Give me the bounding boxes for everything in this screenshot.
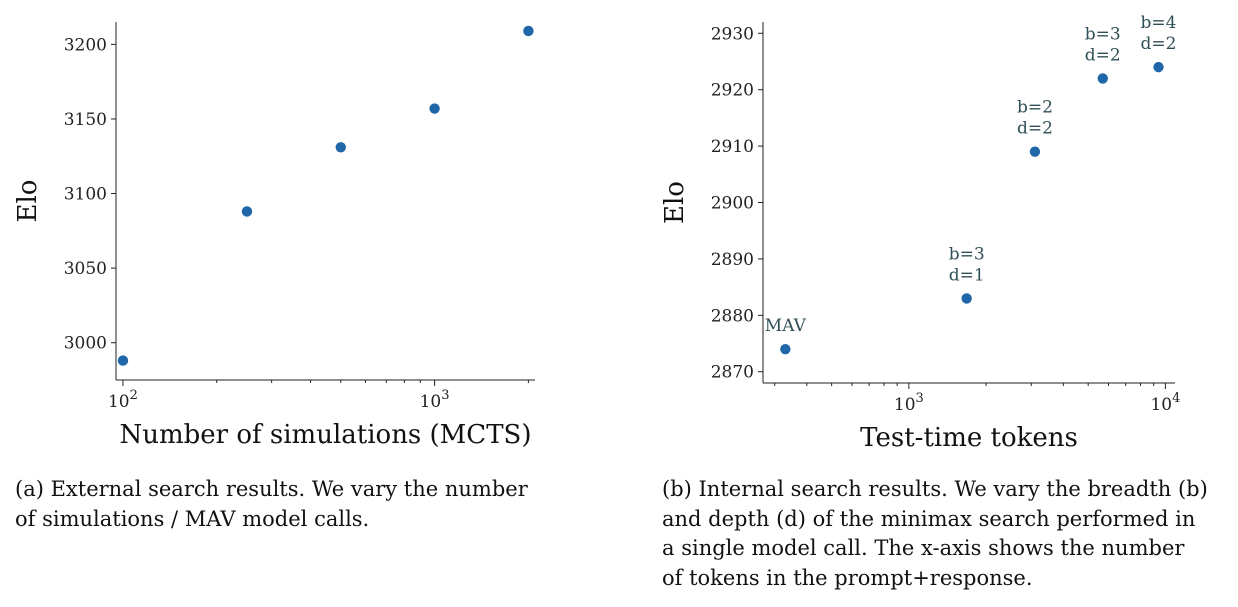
chart-a-ytick-label: 3150 [64,110,107,130]
chart-b-point [1153,61,1164,73]
chart-b-ytick-label: 2900 [711,194,754,214]
chart-a-point [241,206,253,217]
chart-b-xtick-label: 103 [894,391,924,415]
chart-b-ytick-label: 2920 [711,81,754,101]
chart-b-point [780,343,791,355]
chart-a-xtick-label: 103 [420,388,450,412]
chart-b-point-annotation: MAV [765,316,807,336]
chart-b-point-annotation: b=3 [1085,24,1121,44]
chart-b-point-annotation: d=2 [1017,119,1053,139]
caption-b-line-2: and depth (d) of the minimax search perf… [662,506,1196,531]
chart-a-point [429,103,440,114]
chart-b-xlabel: Test-time tokens [860,423,1078,453]
chart-b-point-annotation: b=3 [949,244,985,264]
chart-b-point-annotation: d=1 [949,265,985,285]
chart-a-ytick-label: 3100 [64,185,107,205]
chart-b-point-annotation: d=2 [1085,45,1121,65]
chart-a-ytick-label: 3000 [64,334,107,354]
chart-a-xtick-label: 102 [108,388,138,412]
chart-a-point [523,25,534,37]
chart-a-xlabel: Number of simulations (MCTS) [119,420,531,450]
chart-b-ytick-label: 2880 [711,306,754,326]
chart-b-xtick-label: 104 [1150,391,1180,415]
chart-a-point [117,355,129,366]
caption-b: (b) Internal search results. We vary the… [662,475,1208,593]
chart-b-point [961,293,972,304]
chart-a-point [335,142,346,153]
chart-a-ytick-label: 3200 [64,35,107,55]
caption-a: (a) External search results. We vary the… [15,475,528,534]
chart-b-ytick-label: 2910 [711,137,754,157]
chart-a-ytick-label: 3050 [64,259,107,279]
chart-b-ytick-label: 2890 [711,250,754,270]
chart-b-point-annotation: b=2 [1017,98,1053,118]
chart-b-point [1097,73,1108,84]
chart-b-point [1029,146,1041,157]
caption-b-line-3: a single model call. The x-axis shows th… [662,536,1185,560]
chart-b-ytick-label: 2930 [711,24,754,44]
figure-canvas: 3000 3050 3100 3150 3200 102 103 Number of simu… [13,13,1180,453]
caption-a-line-2: of simulations / MAV model calls. [15,506,370,531]
chart-b-point-annotation: b=4 [1141,13,1177,33]
chart-a-ylabel: Elo [13,180,43,223]
chart-b-point-annotation: d=2 [1141,34,1177,54]
caption-b-line-1: (b) Internal search results. We vary the… [662,477,1208,501]
chart-b-ytick-label: 2870 [711,363,754,383]
chart-b-ylabel: Elo [660,181,690,224]
caption-a-line-1: (a) External search results. We vary the… [15,477,528,501]
caption-b-line-4: of tokens in the prompt+response. [662,565,1033,590]
